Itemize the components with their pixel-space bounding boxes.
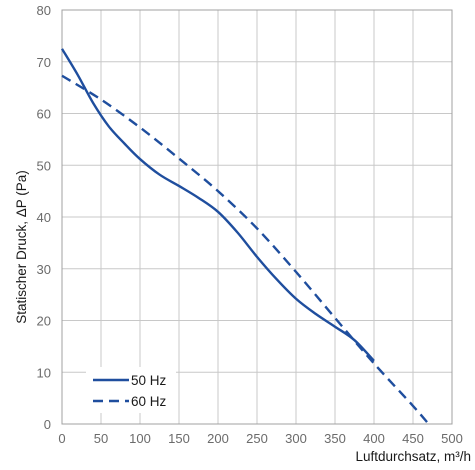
x-tick-label-250: 250 [246, 431, 268, 446]
legend-label-60hz: 60 Hz [131, 394, 167, 409]
y-axis-ticks: 0 10 20 30 40 50 60 70 80 [37, 3, 51, 432]
series-line-50hz [60, 48, 375, 362]
y-tick-label-50: 50 [37, 158, 51, 173]
x-tick-label-350: 350 [324, 431, 346, 446]
legend-background [86, 367, 176, 413]
y-tick-label-0: 0 [44, 417, 51, 432]
x-tick-label-450: 450 [402, 431, 424, 446]
y-tick-label-30: 30 [37, 262, 51, 277]
plot-frame [61, 9, 453, 425]
x-axis-ticks: 0 50 100 150 200 250 300 350 400 450 500 [58, 431, 462, 446]
x-tick-label-100: 100 [129, 431, 151, 446]
legend-label-50hz: 50 Hz [131, 373, 167, 388]
x-tick-label-50: 50 [94, 431, 108, 446]
y-tick-label-10: 10 [37, 365, 51, 380]
series-line-60hz [61, 74, 430, 425]
y-tick-label-80: 80 [37, 3, 51, 18]
x-tick-label-500: 500 [441, 431, 463, 446]
x-tick-label-200: 200 [207, 431, 229, 446]
y-tick-label-60: 60 [37, 107, 51, 122]
x-axis-title: Luftdurchsatz, m³/h [355, 449, 471, 464]
y-tick-label-70: 70 [37, 55, 51, 70]
x-tick-label-150: 150 [168, 431, 190, 446]
y-axis-title: Statischer Druck, ΔP (Pa) [14, 170, 29, 324]
x-tick-label-0: 0 [58, 431, 65, 446]
legend: 50 Hz 60 Hz [86, 367, 176, 413]
x-tick-label-300: 300 [285, 431, 307, 446]
grid [61, 9, 453, 425]
y-tick-label-20: 20 [37, 314, 51, 329]
y-tick-label-40: 40 [37, 210, 51, 225]
x-tick-label-400: 400 [363, 431, 385, 446]
series-lines [60, 48, 430, 425]
